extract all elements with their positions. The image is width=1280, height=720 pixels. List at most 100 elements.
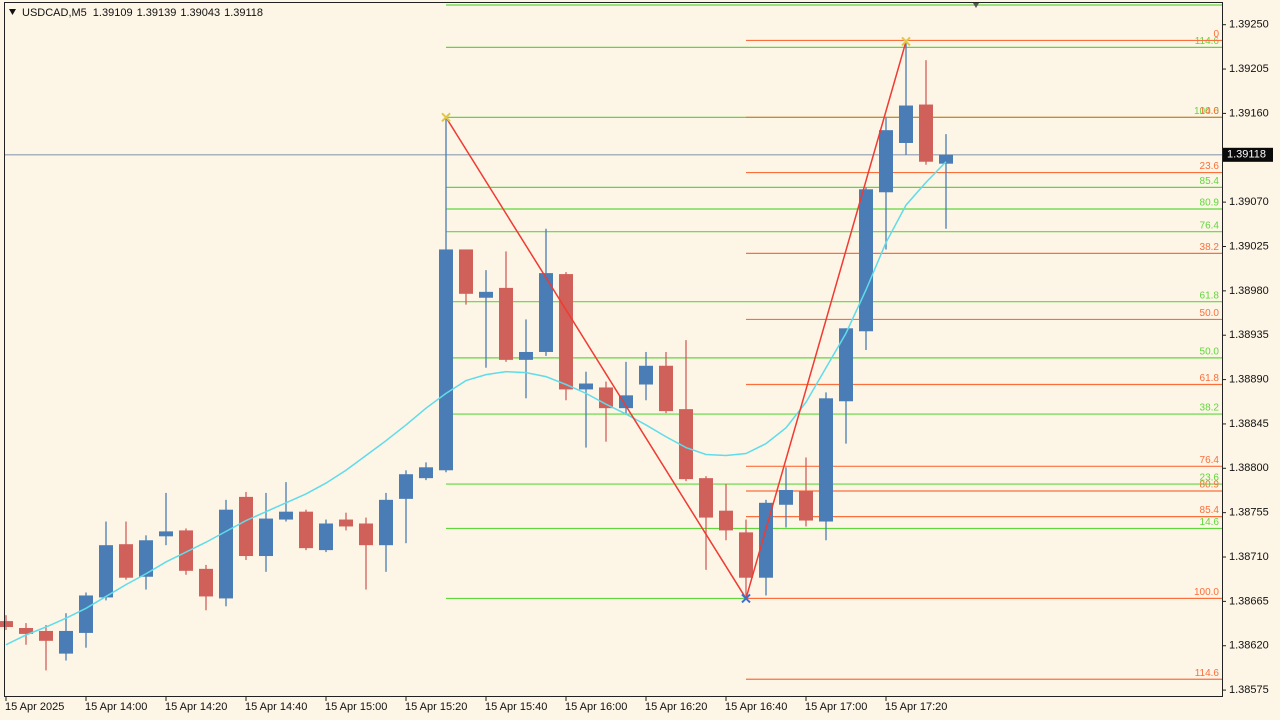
- zigzag-marker: [441, 112, 451, 123]
- zigzag-segment: [445, 116, 747, 599]
- zigzag-marker: [741, 593, 751, 604]
- y-tick-label: 1.38620: [1229, 640, 1269, 652]
- candle-body: [699, 478, 713, 518]
- x-tick-label: 15 Apr 17:20: [885, 701, 947, 713]
- zigzag-segment: [745, 41, 907, 599]
- x-tick-label: 15 Apr 16:00: [565, 701, 627, 713]
- fib-label: 61.8: [1200, 290, 1220, 301]
- candle-body: [939, 154, 953, 164]
- candle-body: [399, 474, 413, 499]
- candle-body: [299, 511, 313, 549]
- y-tick-label: 1.38935: [1229, 329, 1269, 341]
- plot-frame: [4, 2, 1223, 697]
- fib-label: 38.2: [1200, 242, 1220, 253]
- candle-body: [0, 621, 13, 628]
- candle-body: [259, 518, 273, 557]
- x-tick-label: 15 Apr 14:00: [85, 701, 147, 713]
- candle-body: [759, 502, 773, 578]
- fib-label: 14.6: [1200, 517, 1220, 528]
- fib-label: 80.9: [1200, 198, 1220, 209]
- fib-label: 114.6: [1195, 36, 1220, 47]
- fib-label: 85.4: [1200, 505, 1220, 516]
- candle-body: [739, 532, 753, 578]
- y-tick-label: 1.39205: [1229, 63, 1269, 75]
- candle-body: [79, 595, 93, 633]
- candle-body: [679, 409, 693, 480]
- moving-average: [5, 161, 947, 646]
- header-low: 1.39043: [180, 7, 220, 19]
- x-tick-label: 15 Apr 16:40: [725, 701, 787, 713]
- x-tick-label: 15 Apr 2025: [5, 701, 64, 713]
- x-tick-label: 15 Apr 15:00: [325, 701, 387, 713]
- header-close: 1.39118: [224, 7, 263, 19]
- x-tick-label: 15 Apr 15:40: [485, 701, 547, 713]
- y-tick-label: 1.39070: [1229, 196, 1269, 208]
- fib-label: 100.0: [1194, 106, 1219, 117]
- zigzag-marker-stroke: [741, 593, 751, 604]
- candle-body: [439, 249, 453, 471]
- candle-body: [619, 395, 633, 409]
- y-tick-label: 1.38755: [1229, 507, 1269, 519]
- price-label: 1.39118: [1227, 149, 1266, 161]
- candle-body: [819, 398, 833, 522]
- candle-body: [559, 274, 573, 390]
- candle-body: [839, 328, 853, 402]
- candle-body: [319, 523, 333, 551]
- zigzag-marker-stroke: [901, 36, 911, 47]
- candle-body: [779, 489, 793, 505]
- candle-body: [99, 545, 113, 598]
- fib-label: 100.0: [1194, 587, 1219, 598]
- candle-body: [919, 104, 933, 162]
- candle-body: [879, 130, 893, 193]
- y-tick-label: 1.39250: [1229, 19, 1269, 31]
- candle-body: [419, 467, 433, 479]
- y-tick-label: 1.38800: [1229, 462, 1269, 474]
- fib-label: 23.6: [1200, 473, 1220, 484]
- candle-body: [119, 544, 133, 578]
- candle-body: [359, 523, 373, 546]
- x-tick-label: 15 Apr 14:40: [245, 701, 307, 713]
- x-tick-label: 15 Apr 14:20: [165, 701, 227, 713]
- candle-body: [899, 105, 913, 143]
- x-tick-label: 15 Apr 15:20: [405, 701, 467, 713]
- y-tick-label: 1.38980: [1229, 285, 1269, 297]
- y-tick-label: 1.38575: [1229, 684, 1269, 696]
- candle-body: [59, 630, 73, 654]
- candle-body: [179, 530, 193, 571]
- candle-body: [239, 496, 253, 557]
- y-tick-label: 1.38890: [1229, 373, 1269, 385]
- y-tick-label: 1.38710: [1229, 551, 1269, 563]
- plot-layer: 114.6 100.0 85.4 80.9 76.4 61.8 50.0 38.2 23.6 14…: [0, 4, 1222, 680]
- candle-body: [539, 273, 553, 352]
- candle-body: [859, 189, 873, 332]
- fib-label: 76.4: [1200, 455, 1220, 466]
- zigzag-marker-stroke: [441, 112, 451, 123]
- candle-body: [39, 630, 53, 641]
- fib-label: 0: [1213, 29, 1219, 40]
- header-high: 1.39139: [137, 7, 177, 19]
- fib-label: 61.8: [1200, 373, 1220, 384]
- candle-body: [339, 519, 353, 527]
- symbol: USDCAD,M5: [22, 7, 87, 19]
- candle-body: [19, 627, 33, 634]
- candle-body: [219, 509, 233, 599]
- candle-body: [479, 291, 493, 298]
- y-tick-label: 1.39025: [1229, 240, 1269, 252]
- y-tick-label: 1.39160: [1229, 107, 1269, 119]
- fib-label: 23.6: [1200, 161, 1220, 172]
- candle-body: [499, 287, 513, 360]
- x-tick-label: 15 Apr 16:20: [645, 701, 707, 713]
- candle-body: [659, 365, 673, 412]
- candle-body: [519, 351, 533, 360]
- fib-label: 38.2: [1200, 403, 1220, 414]
- header-info: USDCAD,M5 1.39109 1.39139 1.39043 1.39118: [22, 7, 263, 19]
- candle-body: [379, 499, 393, 546]
- candle-body: [199, 568, 213, 597]
- fib-label: 50.0: [1200, 347, 1220, 358]
- fib-label: 76.4: [1200, 220, 1220, 231]
- header-menu-icon[interactable]: [9, 9, 16, 15]
- y-tick-label: 1.38665: [1229, 595, 1269, 607]
